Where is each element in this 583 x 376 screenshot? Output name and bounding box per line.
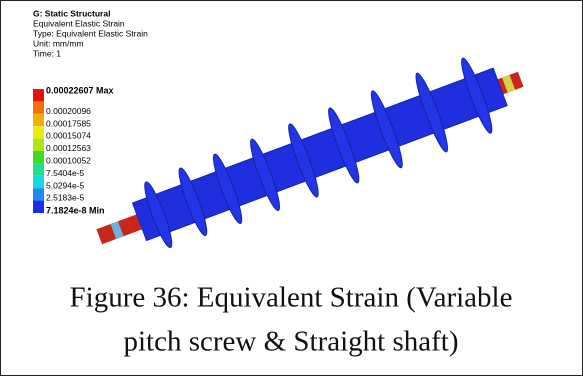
legend-label: 0.00020096 bbox=[46, 106, 91, 116]
legend-swatch bbox=[33, 201, 44, 213]
legend-label: 7.5404e-5 bbox=[46, 168, 85, 178]
legend-label: 0.00012563 bbox=[46, 143, 91, 153]
caption-line: pitch screw & Straight shaft) bbox=[123, 326, 458, 358]
legend-swatch bbox=[33, 151, 44, 163]
legend-swatch bbox=[33, 163, 44, 175]
page: G: Static Structural Equivalent Elastic … bbox=[0, 0, 583, 376]
legend-swatch bbox=[33, 188, 44, 200]
legend-label: 0.00015074 bbox=[46, 131, 91, 141]
header-line: Type: Equivalent Elastic Strain bbox=[33, 28, 148, 38]
legend-label: 0.00017585 bbox=[46, 118, 91, 128]
legend-swatch bbox=[33, 126, 44, 138]
analysis-title: G: Static Structural bbox=[33, 8, 110, 18]
legend-swatch bbox=[33, 114, 44, 126]
header-line: Unit: mm/mm bbox=[33, 38, 84, 48]
legend-swatch bbox=[33, 89, 44, 101]
legend-label: 0.00022607 Max bbox=[46, 85, 114, 95]
legend-swatch bbox=[33, 139, 44, 151]
header-line: Time: 1 bbox=[33, 48, 61, 58]
legend-label: 5.0294e-5 bbox=[46, 180, 85, 190]
figure-border bbox=[1, 1, 583, 376]
legend-swatch bbox=[33, 101, 44, 113]
figure: G: Static Structural Equivalent Elastic … bbox=[0, 0, 583, 376]
header-line: Equivalent Elastic Strain bbox=[33, 18, 125, 28]
legend-label: 7.1824e-8 Min bbox=[46, 205, 105, 215]
legend-swatch bbox=[33, 176, 44, 188]
legend-label: 2.5183e-5 bbox=[46, 193, 85, 203]
legend-label: 0.00010052 bbox=[46, 155, 91, 165]
caption-line: Figure 36: Equivalent Strain (Variable bbox=[70, 282, 513, 314]
